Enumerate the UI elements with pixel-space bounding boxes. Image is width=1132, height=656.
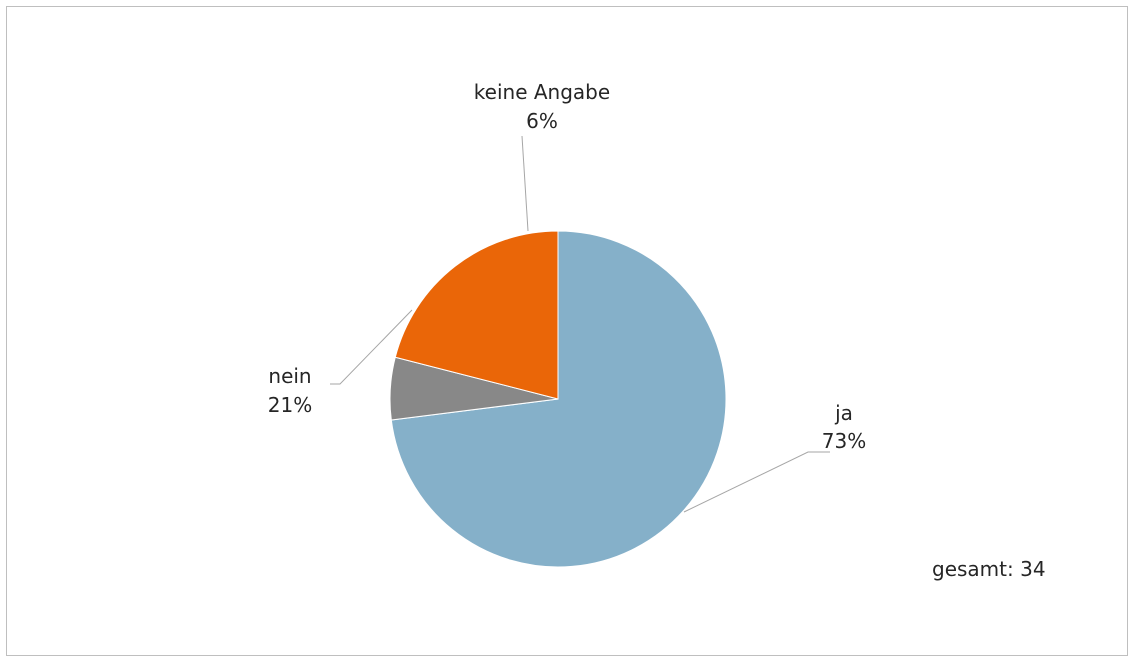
pie-slice-nein <box>394 230 559 400</box>
leader-line-keine-angabe <box>521 135 529 232</box>
total-label: gesamt: 34 <box>932 557 1046 581</box>
pie-slice-ja <box>390 230 727 568</box>
slice-category-label: nein <box>268 364 311 388</box>
slice-category-label: ja <box>834 401 853 425</box>
leader-line-ja <box>683 451 830 513</box>
slice-value-label: 73% <box>822 429 866 453</box>
pie-slices <box>389 230 727 568</box>
slice-labels: ja 73% keine Angabe 6% nein 21% <box>268 80 866 453</box>
slice-value-label: 6% <box>526 109 558 133</box>
slice-category-label: keine Angabe <box>474 80 610 104</box>
leader-line-nein <box>330 309 413 385</box>
slice-value-label: 21% <box>268 393 312 417</box>
leader-lines <box>330 135 830 513</box>
